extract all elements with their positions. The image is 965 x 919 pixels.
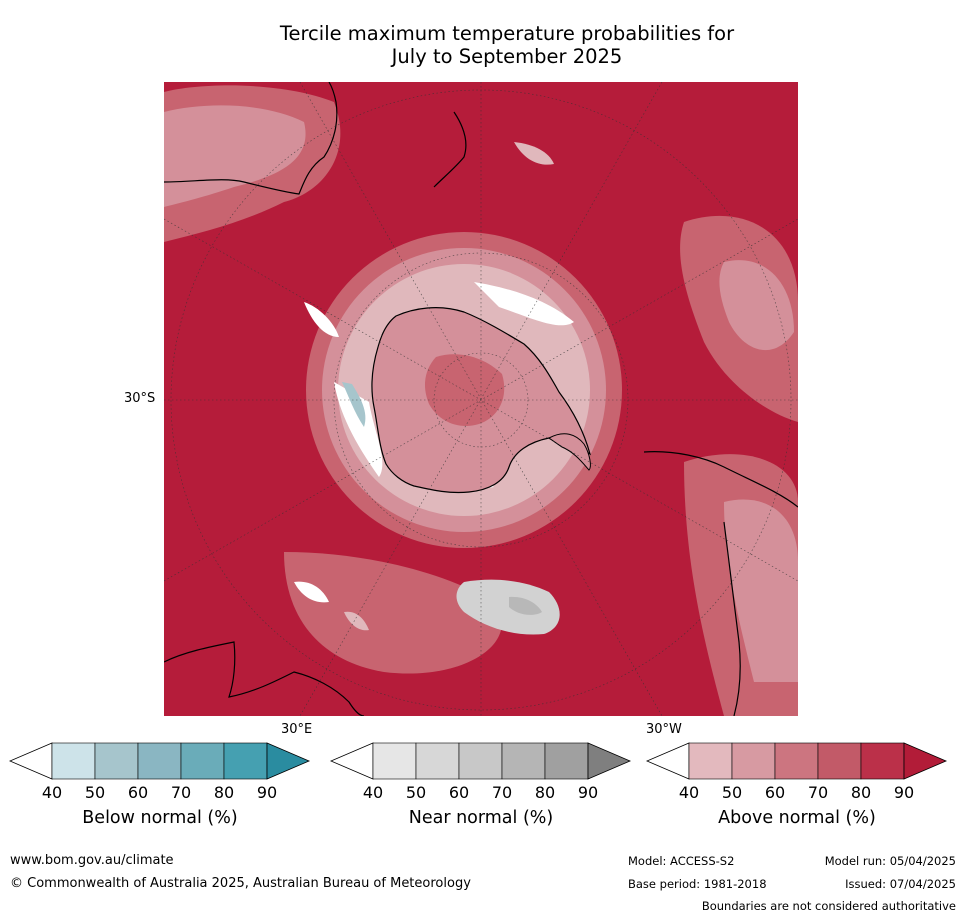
colorbar-cap-high (587, 742, 632, 780)
coastlines (164, 82, 798, 716)
colorbar-segment (137, 742, 182, 780)
white-fleck-3 (304, 302, 339, 337)
patch-sa-inner (724, 499, 798, 682)
colorbar-tick-label: 50 (84, 783, 106, 802)
label-near-normal: Near normal (%) (408, 808, 554, 828)
lat-label-30s: 30°S (124, 391, 156, 406)
colorbar-tick-label: 80 (213, 783, 235, 802)
near-normal-region (294, 142, 560, 635)
colorbar-segment (688, 742, 733, 780)
lon-label-30w: 30°W (646, 722, 682, 737)
colorbar-near-normal (329, 742, 632, 781)
colorbar-cap-low (329, 742, 374, 780)
colorbar-segment (372, 742, 417, 780)
colorbar-tick-label: 60 (448, 783, 470, 802)
colorbar-segment (860, 742, 905, 780)
white-fleck-4 (514, 142, 554, 165)
colorbar-tick-label: 80 (534, 783, 556, 802)
base-period: Base period: 1981-2018 (628, 877, 767, 891)
lon-label-30e: 30°E (281, 722, 313, 737)
probability-map[interactable] (164, 82, 798, 716)
antarctica-interior (424, 354, 505, 426)
probability-shading (164, 85, 798, 716)
copyright-text: © Commonwealth of Australia 2025, Austra… (10, 876, 471, 891)
ring-white-patch-west (334, 382, 383, 477)
colorbar-tick-label: 40 (678, 783, 700, 802)
colorbar-segment (774, 742, 819, 780)
colorbar-tick-label: 70 (807, 783, 829, 802)
patch-atlantic (284, 552, 502, 674)
title-line-1: Tercile maximum temperature probabilitie… (279, 22, 735, 45)
label-below-normal: Below normal (%) (82, 808, 238, 828)
colorbar-segment (501, 742, 546, 780)
grey-patch-dark (509, 596, 542, 615)
colorbar-cap-high (266, 742, 311, 780)
colorbar-tick-label: 90 (893, 783, 915, 802)
colorbar-below-normal (8, 742, 311, 781)
grey-patch (456, 579, 560, 635)
colorbar-tick-label: 70 (491, 783, 513, 802)
white-fleck-2 (344, 611, 369, 631)
south-america-west (723, 521, 741, 716)
colorbar-segment (94, 742, 139, 780)
colorbar-segment (223, 742, 268, 780)
model-name: Model: ACCESS-S2 (628, 854, 735, 868)
model-run-date: Model run: 05/04/2025 (824, 854, 956, 868)
colorbar-tick-label: 80 (850, 783, 872, 802)
patch-australia-inner (164, 105, 306, 207)
map-canvas (164, 82, 798, 716)
colorbar-cap-low (8, 742, 53, 780)
graticule (164, 82, 798, 716)
colorbar-segment (544, 742, 589, 780)
boundaries-disclaimer: Boundaries are not considered authoritat… (701, 899, 956, 913)
colorbar-tick-label: 50 (405, 783, 427, 802)
colorbar-segment (415, 742, 460, 780)
colorbar-segment (180, 742, 225, 780)
colorbar-cap-low (645, 742, 690, 780)
colorbar-segment (458, 742, 503, 780)
colorbar-segment (731, 742, 776, 780)
colorbar-tick-label: 90 (577, 783, 599, 802)
chart-title: Tercile maximum temperature probabilitie… (160, 22, 854, 68)
south-america-coast (643, 451, 798, 508)
colorbar-tick-label: 90 (256, 783, 278, 802)
ring-white-patch-north (474, 282, 574, 326)
label-above-normal: Above normal (%) (718, 808, 876, 828)
colorbar-segment (51, 742, 96, 780)
colorbar-tick-label: 40 (362, 783, 384, 802)
antarctic-peninsula (548, 433, 591, 471)
patch-east-pacific-inner (719, 260, 794, 351)
white-fleck-1 (294, 581, 329, 603)
colorbar-tick-label: 50 (721, 783, 743, 802)
colorbar-above-normal (645, 742, 948, 781)
africa-coast (164, 641, 365, 716)
colorbar-tick-label: 70 (170, 783, 192, 802)
colorbar-cap-high (903, 742, 948, 780)
colorbar-tick-label: 60 (127, 783, 149, 802)
colorbar-tick-label: 60 (764, 783, 786, 802)
website-link[interactable]: www.bom.gov.au/climate (10, 853, 174, 868)
australia-coast (164, 82, 338, 195)
issued-date: Issued: 07/04/2025 (845, 877, 956, 891)
colorbar-segment (817, 742, 862, 780)
new-zealand (433, 111, 467, 188)
title-line-2: July to September 2025 (391, 45, 623, 68)
ring-below-normal (342, 382, 366, 427)
colorbar-tick-label: 40 (41, 783, 63, 802)
